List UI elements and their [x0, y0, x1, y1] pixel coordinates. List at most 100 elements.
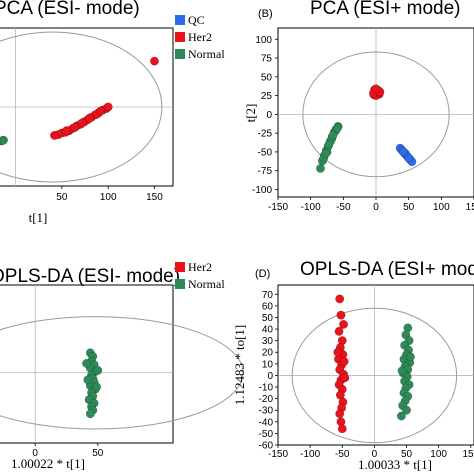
data-point-her2 — [340, 373, 350, 383]
legend-swatch-her2 — [175, 32, 185, 42]
y-tick-label: -25 — [258, 129, 273, 140]
data-point-her2 — [339, 357, 349, 366]
y-tick-label: 50 — [262, 313, 274, 324]
y-tick-label: -75 — [258, 166, 273, 177]
data-point-normal — [333, 123, 342, 133]
x-tick-label: 150 — [462, 449, 474, 460]
panel-b-letter: (B) — [258, 8, 273, 20]
x-tick-label: -150 — [268, 202, 288, 213]
legend-swatch-her2 — [175, 262, 185, 272]
data-point-her2 — [85, 113, 95, 123]
y-tick-label: -20 — [259, 394, 274, 405]
x-tick-label: 100 — [100, 192, 117, 203]
data-point-normal — [324, 139, 334, 149]
panel-c-xlabel: 1.00022 * t[1] — [11, 456, 85, 471]
x-tick-label: 50 — [401, 449, 413, 460]
panel-b-ylabel: t[2] — [243, 104, 258, 123]
y-tick-label: -50 — [259, 429, 274, 440]
data-point-normal — [92, 382, 102, 392]
panel-a-plot: 50 100 150 — [0, 28, 173, 203]
x-tick-label: 0 — [32, 448, 38, 459]
panel-a-title: PCA (ESI- mode) — [0, 0, 140, 19]
panel-a-xlabel: t[1] — [29, 210, 48, 225]
data-point-normal — [321, 148, 331, 158]
legend-label-normal: Normal — [188, 47, 225, 61]
data-point-normal — [0, 136, 7, 146]
x-tick-label: 100 — [430, 449, 447, 460]
x-tick-label: 50 — [56, 192, 68, 203]
y-tick-label: 0 — [266, 110, 272, 121]
data-point-normal — [83, 375, 93, 385]
panel-c-legend: Her2 Normal — [175, 260, 225, 291]
x-tick-label: 0 — [372, 449, 378, 460]
legend-label-her2: Her2 — [188, 260, 212, 274]
data-point-her2 — [70, 123, 80, 132]
data-point-normal — [93, 365, 103, 375]
panel-d-title: OPLS-DA (ESI+ mode) — [300, 259, 474, 280]
data-point-her2 — [337, 424, 347, 434]
data-point-her2 — [334, 326, 344, 336]
x-tick-label: 100 — [433, 202, 450, 213]
legend-swatch-normal — [175, 49, 185, 59]
data-point-her2 — [96, 106, 106, 116]
data-point-her2 — [103, 102, 113, 112]
data-point-normal — [397, 366, 407, 376]
legend-swatch-normal — [175, 279, 185, 289]
data-point-normal — [328, 130, 338, 140]
x-tick-label: 150 — [466, 202, 474, 213]
x-tick-label: -150 — [268, 449, 288, 460]
data-point-her2 — [371, 84, 381, 94]
data-point-normal — [85, 409, 95, 419]
hotelling-ellipse — [291, 307, 458, 444]
panel-c-title: OPLS-DA (ESI- mode) — [0, 266, 180, 287]
panel-c: OPLS-DA (ESI- mode) 0 50 1.00022 * t[1] H… — [0, 260, 244, 471]
data-point-her2 — [336, 310, 346, 320]
panel-d-ylabel: 1.12483 * to[1] — [232, 325, 247, 406]
panel-b-plot: -150 -100 -50 0 50 100 150 100 75 50 25 0 -25 -50 -75 -… — [252, 28, 474, 213]
data-point-normal — [396, 411, 406, 421]
data-point-normal — [402, 405, 411, 415]
x-tick-label: 50 — [403, 202, 415, 213]
x-tick-label: 50 — [92, 448, 104, 459]
panel-d-letter: (D) — [255, 268, 270, 280]
x-tick-label: -100 — [300, 449, 320, 460]
data-point-her2 — [62, 126, 71, 136]
panel-d: (D) OPLS-DA (ESI+ mode) -150 -100 -50 0 50 10… — [232, 259, 474, 472]
data-point-her2 — [150, 56, 159, 66]
legend-swatch-qc — [175, 15, 185, 25]
y-tick-label: 20 — [262, 348, 274, 359]
x-tick-label: -50 — [336, 202, 351, 213]
legend-label-normal: Normal — [188, 277, 225, 291]
y-tick-label: 10 — [262, 359, 274, 370]
data-point-normal — [82, 358, 91, 368]
data-point-her2 — [339, 319, 348, 329]
hotelling-ellipse — [0, 31, 163, 183]
y-tick-label: 60 — [262, 301, 274, 312]
hotelling-ellipse — [302, 51, 450, 178]
y-tick-label: 100 — [255, 35, 272, 46]
y-tick-label: 25 — [261, 91, 273, 102]
y-tick-label: -60 — [259, 441, 274, 452]
y-tick-label: 0 — [267, 371, 273, 382]
panel-b: (B) PCA (ESI+ mode) -150 -100 -50 0 50 100 150… — [243, 0, 474, 213]
panel-d-plot: -150-100-50050100150706050403020100-10-2… — [259, 285, 474, 460]
legend-label-her2: Her2 — [188, 30, 212, 44]
data-point-her2 — [77, 118, 87, 128]
panel-a: PCA (ESI- mode) 50 100 150 t[1] QC Her2 No… — [0, 0, 225, 225]
data-point-qc — [398, 147, 408, 157]
data-point-qc — [404, 153, 414, 163]
panel-a-legend: QC Her2 Normal — [175, 13, 225, 61]
y-tick-label: 50 — [261, 72, 273, 83]
panel-c-plot-frame — [0, 284, 174, 444]
x-tick-label: 0 — [373, 202, 379, 213]
panel-b-title: PCA (ESI+ mode) — [310, 0, 460, 19]
y-tick-label: -50 — [258, 147, 273, 158]
data-point-normal — [405, 352, 415, 362]
data-point-normal — [316, 164, 325, 173]
data-point-normal — [0, 138, 2, 146]
panel-d-plot-frame — [277, 284, 474, 446]
panel-d-xlabel: 1.00033 * t[1] — [358, 457, 432, 472]
x-tick-label: -50 — [335, 449, 350, 460]
panel-c-plot: 0 50 — [0, 285, 244, 459]
